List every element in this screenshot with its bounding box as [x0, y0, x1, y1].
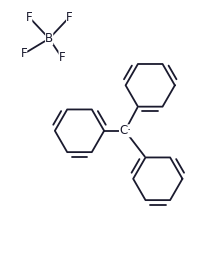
Text: F: F: [21, 47, 27, 60]
Text: F: F: [26, 11, 32, 24]
Text: B: B: [45, 32, 53, 45]
Text: C·: C·: [118, 124, 130, 137]
Text: F: F: [66, 11, 72, 24]
Text: F: F: [58, 51, 65, 64]
